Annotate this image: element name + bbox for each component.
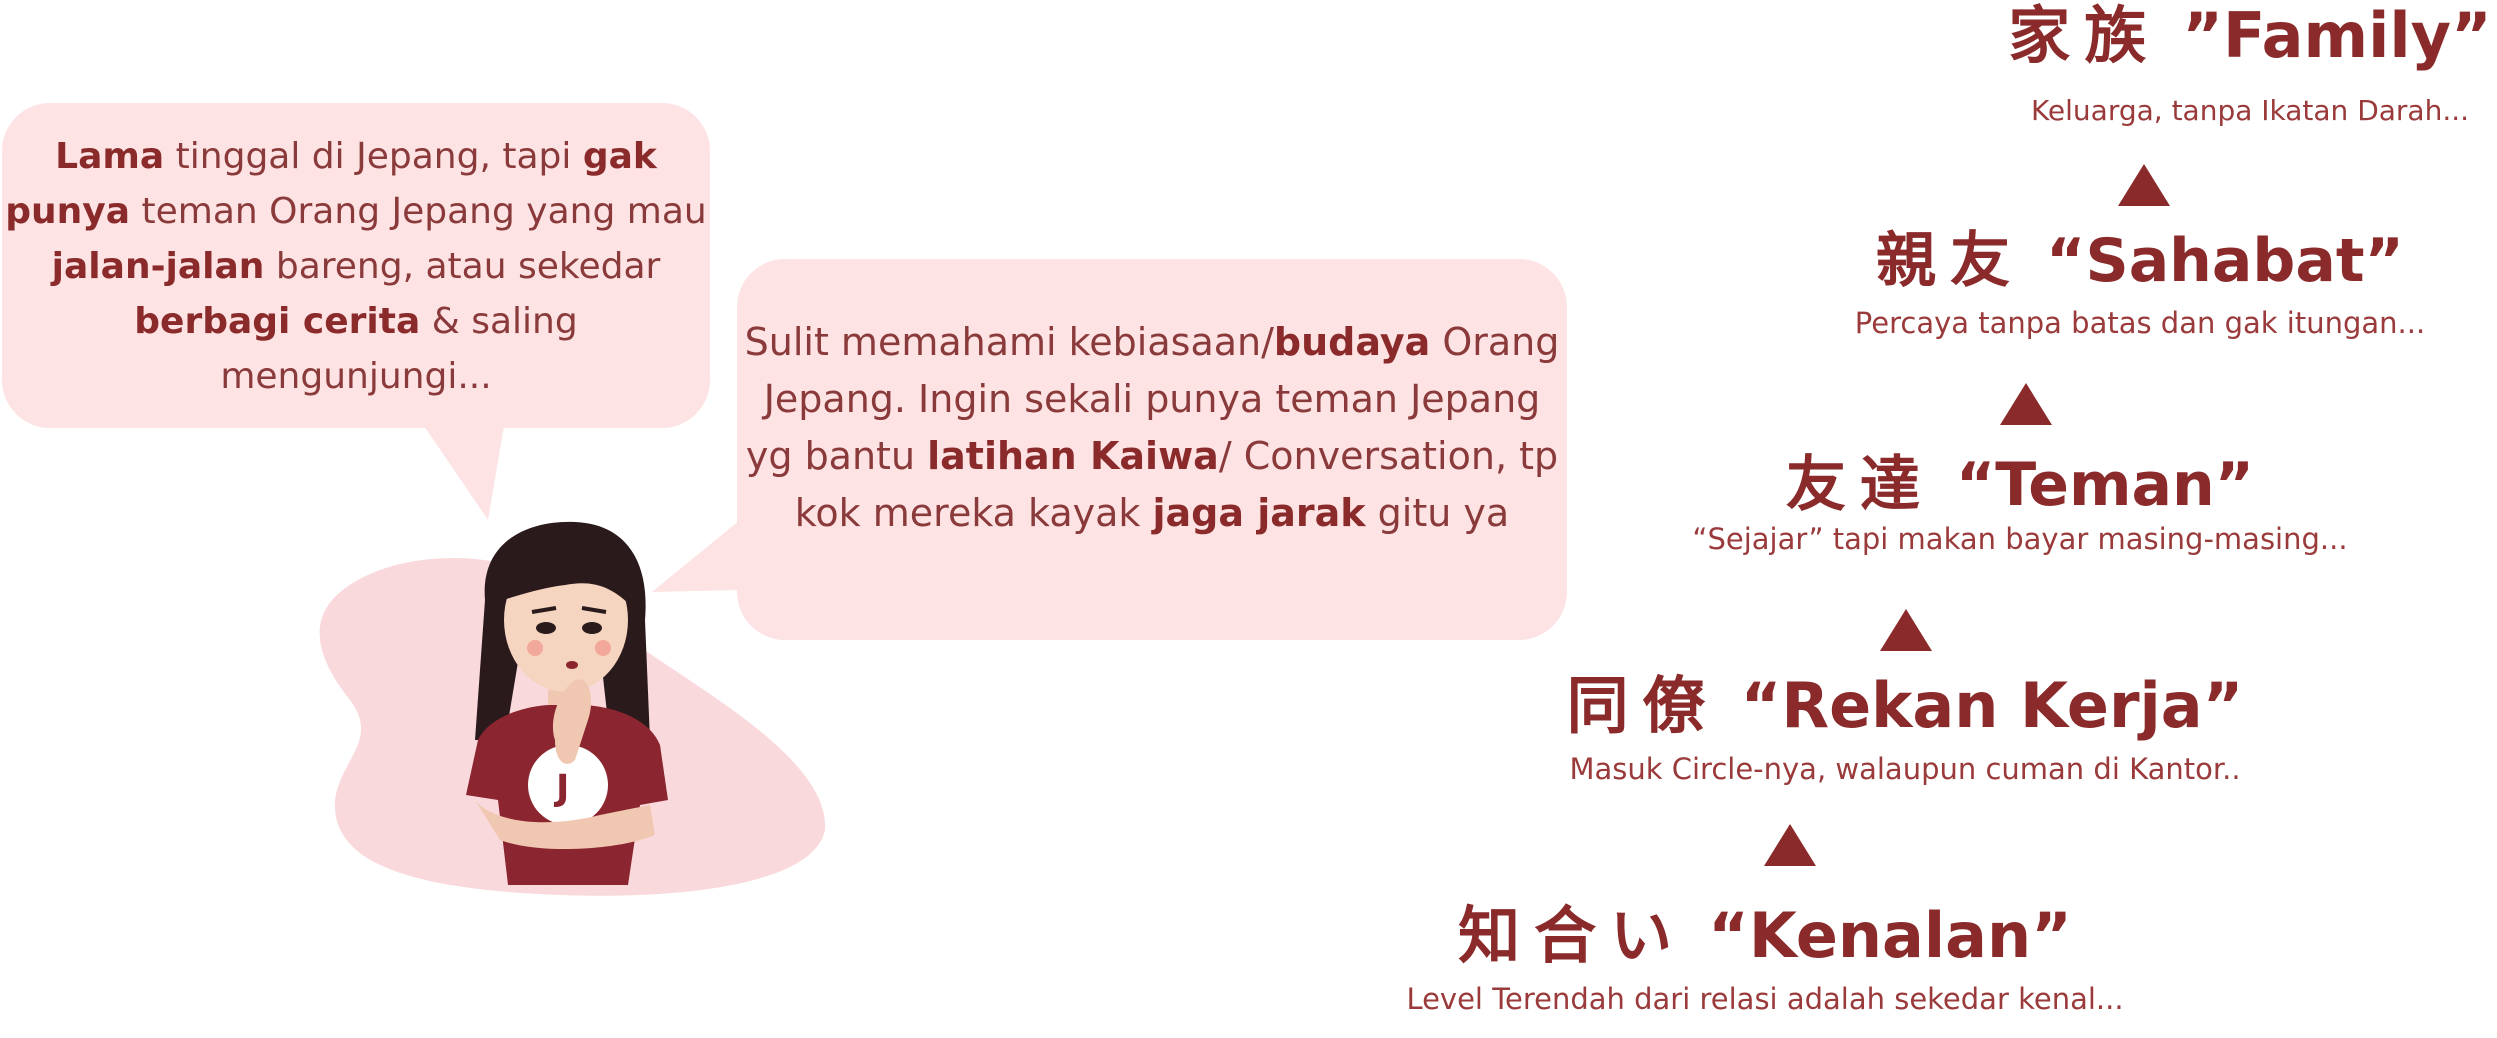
- right-bubble-segment: Sulit memahami kebiasaan/: [744, 320, 1274, 364]
- level-teman: 友達 “Teman” “Sejajar” tapi makan bayar mas…: [1692, 450, 2348, 556]
- right-speech-bubble: Sulit memahami kebiasaan/budaya Orang Je…: [737, 259, 1567, 640]
- right-bubble-segment: jaga jarak: [1152, 491, 1366, 535]
- level-family: 家族 ”Family” Keluarga, tanpa Ikatan Darah.…: [2008, 0, 2492, 127]
- hand: [552, 679, 592, 764]
- left-bubble-segment: gak punya: [5, 136, 657, 232]
- right-bubble-segment: Orang Jepang. Ingin sekali punya teman J…: [745, 320, 1560, 478]
- level-sahabat: 親友 “Sahabat” Percaya tanpa batas dan gak …: [1854, 226, 2426, 340]
- svg-text:J: J: [553, 768, 569, 809]
- left-bubble-segment: teman Orang Jepang yang mau: [130, 191, 707, 232]
- left-bubble-segment: berbagi cerita: [134, 301, 421, 342]
- arrow-up-icon: [2000, 383, 2052, 425]
- left-bubble-segment: jalan-jalan: [51, 246, 265, 287]
- right-bubble-text: Sulit memahami kebiasaan/budaya Orang Je…: [737, 314, 1567, 542]
- level-rekan-kerja: 同僚 “Rekan Kerja” Masuk Circle-nya, walaup…: [1566, 669, 2244, 786]
- right-bubble-segment: latihan Kaiwa: [927, 434, 1219, 478]
- arrow-up-icon: [2118, 164, 2170, 206]
- right-bubble-segment: budaya: [1273, 320, 1431, 364]
- left-bubble-segment: Lama: [55, 136, 165, 177]
- left-bubble-tail: [420, 420, 505, 520]
- arrow-up-icon: [1764, 824, 1816, 866]
- left-eye: [536, 622, 556, 634]
- left-bubble-segment: & saling mengunjungi...: [220, 301, 578, 397]
- level-kenalan: 知合い “Kenalan” Level Terendah dari relasi …: [1406, 899, 2124, 1016]
- left-speech-bubble: Lama tinggal di Jepang, tapi gak punya t…: [2, 103, 710, 428]
- right-bubble-tail: [652, 520, 740, 592]
- left-bubble-segment: bareng, atau sekedar: [264, 246, 661, 287]
- shirt-logo: [528, 745, 608, 825]
- arrow-up-icon: [1880, 609, 1932, 651]
- left-bubble-segment: tinggal di Jepang, tapi: [164, 136, 583, 177]
- arm: [475, 800, 655, 850]
- right-bubble-segment: / Conversation, tp kok mereka kayak: [794, 434, 1559, 535]
- right-bubble-segment: gitu ya: [1365, 491, 1510, 535]
- left-bubble-text: Lama tinggal di Jepang, tapi gak punya t…: [2, 129, 710, 404]
- right-eye: [582, 622, 602, 634]
